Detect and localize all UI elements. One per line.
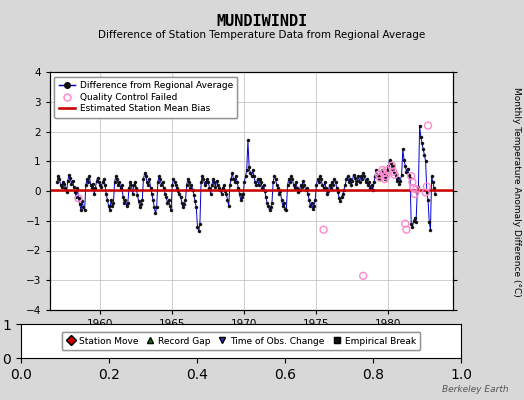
Text: MUNDIWINDI: MUNDIWINDI (216, 14, 308, 29)
Point (376, 174, 384, 181)
Point (402, 226, 411, 233)
Point (382, 173, 390, 179)
Point (388, 162, 396, 169)
Point (401, 220, 409, 227)
Point (375, 172, 383, 178)
Point (378, 167, 387, 173)
Point (359, 272, 367, 279)
Point (380, 176, 389, 182)
Point (383, 167, 391, 173)
Point (409, 185, 418, 191)
Point (424, 122, 432, 129)
Text: Berkeley Earth: Berkeley Earth (442, 385, 508, 394)
Legend: Difference from Regional Average, Quality Control Failed, Estimated Station Mean: Difference from Regional Average, Qualit… (54, 76, 237, 118)
Point (74, 195, 83, 202)
Text: Monthly Temperature Anomaly Difference (°C): Monthly Temperature Anomaly Difference (… (512, 87, 521, 297)
Point (408, 179, 417, 185)
Text: Difference of Station Temperature Data from Regional Average: Difference of Station Temperature Data f… (99, 30, 425, 40)
Point (423, 183, 431, 190)
Point (407, 173, 416, 179)
Point (412, 186, 420, 193)
Legend: Station Move, Record Gap, Time of Obs. Change, Empirical Break: Station Move, Record Gap, Time of Obs. C… (62, 332, 420, 350)
Point (319, 226, 328, 233)
Point (379, 170, 388, 176)
Point (421, 189, 430, 196)
Point (411, 191, 419, 197)
Point (390, 172, 399, 178)
Point (389, 168, 397, 175)
